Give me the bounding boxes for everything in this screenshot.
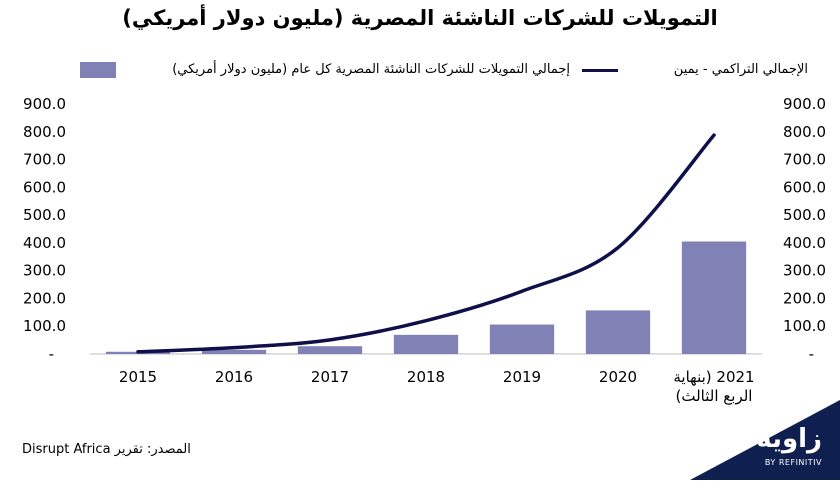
y-left-tick-label: - [49, 345, 54, 363]
bar-2017 [297, 346, 363, 354]
y-right-tick-label: 300.0 [783, 262, 826, 280]
x-tick-label: 2016 [215, 368, 253, 386]
chart-title: التمويلات للشركات الناشئة المصرية (مليون… [122, 6, 718, 30]
x-tick-label: 2019 [503, 368, 541, 386]
y-left-tick-label: 800.0 [23, 123, 66, 141]
logo-subtext: BY REFINITIV [764, 458, 822, 467]
y-right-tick-label: 100.0 [783, 317, 826, 335]
zawya-logo: زاوية BY REFINITIV [690, 400, 840, 480]
legend-line-swatch [582, 69, 618, 72]
y-right-tick-label: 500.0 [783, 206, 826, 224]
y-left-tick-label: 700.0 [23, 151, 66, 169]
x-tick-label: 2015 [119, 368, 157, 386]
x-tick-label: 2018 [407, 368, 445, 386]
y-left-tick-label: 600.0 [23, 178, 66, 196]
x-tick-label: 2017 [311, 368, 349, 386]
y-right-tick-label: 200.0 [783, 289, 826, 307]
y-right-tick-label: 700.0 [783, 151, 826, 169]
y-right-tick-label: - [809, 345, 814, 363]
y-right-tick-label: 800.0 [783, 123, 826, 141]
logo-text: زاوية [756, 424, 822, 454]
legend-bar-label: إجمالي التمويلات للشركات الناشئة المصرية… [172, 62, 570, 77]
y-left-tick-label: 400.0 [23, 234, 66, 252]
bar-2020 [585, 310, 651, 354]
y-left-tick-label: 300.0 [23, 262, 66, 280]
y-right-tick-label: 900.0 [783, 95, 826, 113]
y-left-tick-label: 900.0 [23, 95, 66, 113]
bar-2021 [681, 241, 747, 354]
bar-2016 [201, 349, 267, 354]
legend-line-label: الإجمالي التراكمي - يمين [673, 62, 808, 77]
bar-2018 [393, 334, 459, 354]
y-right-tick-label: 600.0 [783, 178, 826, 196]
y-left-tick-label: 100.0 [23, 317, 66, 335]
y-left-tick-label: 200.0 [23, 289, 66, 307]
x-tick-label: 2020 [599, 368, 637, 386]
logo-shape [690, 400, 840, 480]
x-tick-label: الربع الثالث) [676, 387, 753, 405]
x-tick-label: 2021 (بنهاية [673, 368, 754, 386]
y-right-tick-label: 400.0 [783, 234, 826, 252]
source-note: المصدر: تقرير Disrupt Africa [22, 442, 191, 457]
cumulative-line [136, 133, 716, 354]
bar-2019 [489, 324, 555, 354]
y-left-tick-label: 500.0 [23, 206, 66, 224]
legend-bar-swatch [80, 62, 116, 78]
